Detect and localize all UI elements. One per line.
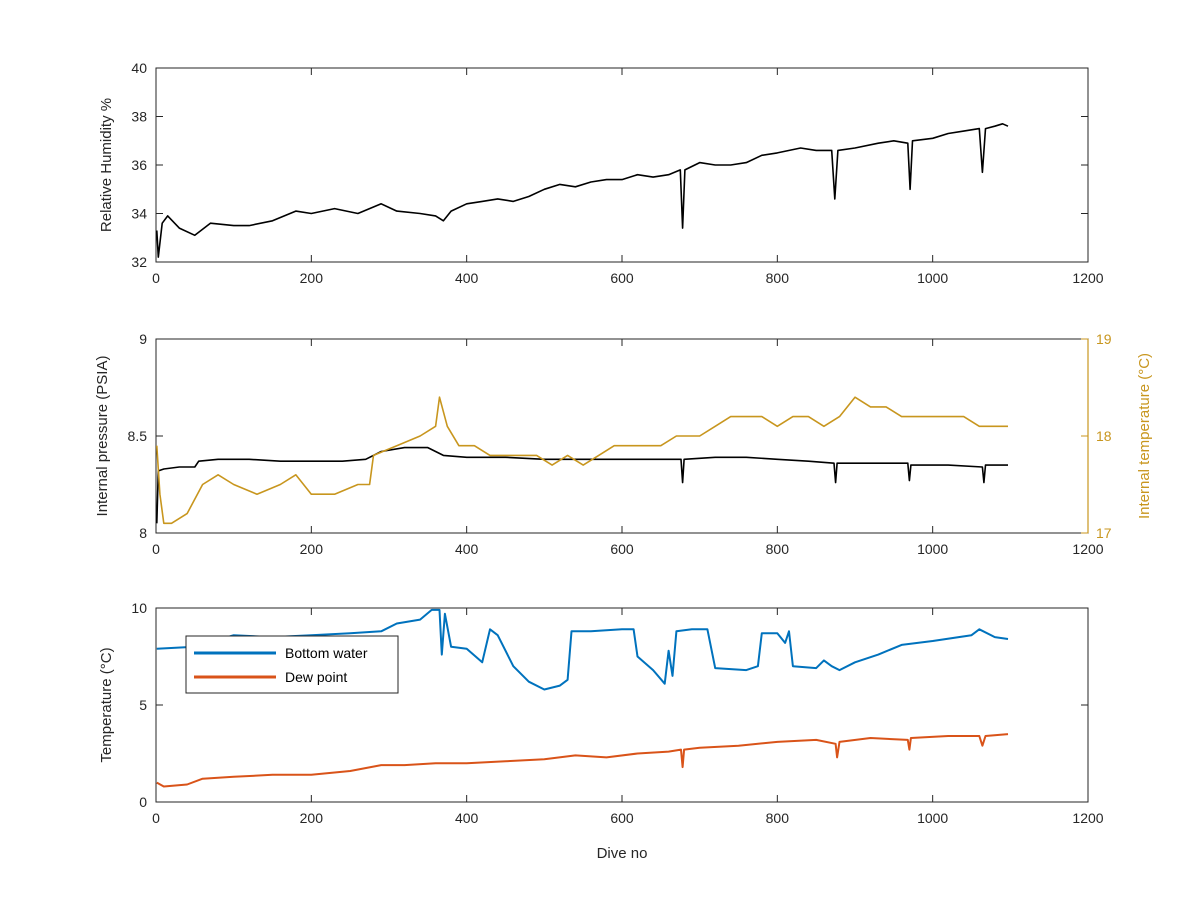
pressure-xtick-label: 600 <box>610 541 634 557</box>
pressure-ytick-right-label: 18 <box>1096 428 1112 444</box>
pressure-ylabel: Internal pressure (PSIA) <box>94 356 111 517</box>
temperature-xtick-label: 800 <box>766 810 790 826</box>
humidity-ytick-label: 40 <box>131 60 147 76</box>
humidity-ylabel: Relative Humidity % <box>98 98 115 232</box>
temperature-xtick-label: 200 <box>300 810 324 826</box>
pressure-series-line-0 <box>156 446 1008 524</box>
humidity-ytick-label: 34 <box>131 206 147 222</box>
legend: Bottom water Dew point <box>185 635 399 694</box>
pressure-ytick-right-label: 19 <box>1096 331 1112 347</box>
temperature-series-line-0 <box>156 608 1009 691</box>
temperature-xtick-label: 1000 <box>917 810 948 826</box>
pressure-series-line-1 <box>156 396 1008 525</box>
humidity-series-line-0 <box>156 123 1009 258</box>
pressure-ytick-label: 9 <box>139 331 147 347</box>
temperature-data-layer <box>156 608 1009 788</box>
humidity-ytick-label: 38 <box>131 109 147 125</box>
humidity-data-layer <box>156 123 1009 258</box>
temperature-ylabel: Temperature (°C) <box>98 647 115 762</box>
temperature-axis-layer: 0 200 400 600 800 1000 1200 0 5 10 <box>131 600 1103 826</box>
pressure-xtick-label: 400 <box>455 541 479 557</box>
temperature-series-line-1 <box>156 733 1009 788</box>
pressure-plot-box <box>155 338 1089 534</box>
humidity-xtick-label: 400 <box>455 270 479 286</box>
pressure-xtick-label: 200 <box>300 541 324 557</box>
pressure-ytick-label: 8 <box>139 525 147 541</box>
humidity-ytick-label: 32 <box>131 254 147 270</box>
humidity-xtick-label: 1200 <box>1072 270 1103 286</box>
pressure-ytick-right-label: 17 <box>1096 525 1112 541</box>
temperature-xtick-label: 400 <box>455 810 479 826</box>
pressure-ytick-label: 8.5 <box>128 428 148 444</box>
humidity-xtick-label: 1000 <box>917 270 948 286</box>
temperature-panel: 0 200 400 600 800 1000 1200 0 5 10 Temperature (°… <box>98 600 1104 862</box>
humidity-xtick-label: 600 <box>610 270 634 286</box>
pressure-xtick-label: 1200 <box>1072 541 1103 557</box>
temperature-xtick-label: 0 <box>152 810 160 826</box>
dive-no-xlabel: Dive no <box>597 845 648 862</box>
legend-label-dew-point: Dew point <box>285 669 347 685</box>
humidity-ytick-label: 36 <box>131 157 147 173</box>
temperature-ytick-label: 0 <box>139 794 147 810</box>
pressure-data-layer <box>156 396 1008 525</box>
legend-box <box>185 635 399 694</box>
legend-label-bottom-water: Bottom water <box>285 645 368 661</box>
temperature-xtick-label: 600 <box>610 810 634 826</box>
temperature-ytick-label: 5 <box>139 697 147 713</box>
temperature-ytick-label: 10 <box>131 600 147 616</box>
humidity-axis-layer: 0 200 400 600 800 1000 1200 32 34 36 38 40 <box>131 60 1103 286</box>
pressure-xtick-label: 800 <box>766 541 790 557</box>
humidity-panel: 0 200 400 600 800 1000 1200 32 34 36 38 40 Relative… <box>98 60 1104 286</box>
internal-temperature-ylabel: Internal temperature (°C) <box>1136 353 1153 519</box>
pressure-xtick-label: 1000 <box>917 541 948 557</box>
pressure-temperature-panel: 0 200 400 600 800 1000 1200 8 8.5 9 17 18 19 Interna… <box>94 331 1153 557</box>
pressure-xtick-label: 0 <box>152 541 160 557</box>
humidity-plot-box <box>155 67 1089 263</box>
temperature-xtick-label: 1200 <box>1072 810 1103 826</box>
humidity-xtick-label: 200 <box>300 270 324 286</box>
pressure-axis-layer: 0 200 400 600 800 1000 1200 8 8.5 9 17 18 19 <box>128 331 1112 557</box>
humidity-xtick-label: 800 <box>766 270 790 286</box>
humidity-xtick-label: 0 <box>152 270 160 286</box>
